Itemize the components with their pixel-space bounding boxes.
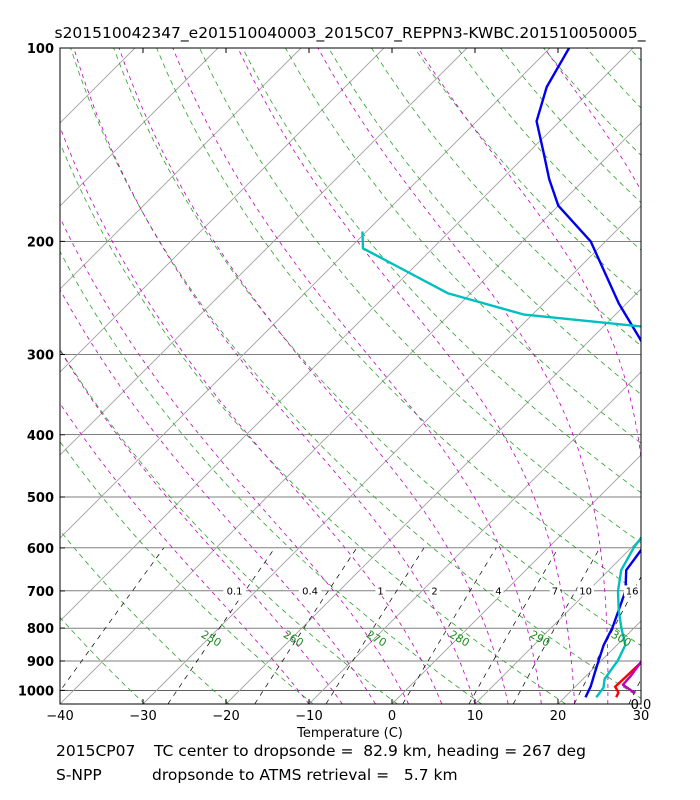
- mixing-ratio-line: [468, 547, 559, 704]
- sounding-profiles: [361, 48, 641, 699]
- y-tick-label: 500: [27, 491, 54, 506]
- plot-frame: [59, 47, 642, 705]
- isotherm-line: [60, 48, 551, 539]
- mixing-ratio-label: 7: [552, 586, 558, 597]
- y-tick-label: 1000: [18, 684, 54, 699]
- mixing-ratio-label: 10: [579, 586, 592, 597]
- distance-heading-text: TC center to dropsonde = 82.9 km, headin…: [154, 742, 586, 760]
- dry-adiabat-line: [60, 616, 146, 704]
- dry-adiabat-line: [285, 48, 641, 444]
- dry-adiabat-line: [70, 48, 641, 699]
- dropsonde-temperature-line: [613, 660, 641, 698]
- mixing-ratio-line: [573, 576, 641, 704]
- isotherm-line: [225, 288, 641, 704]
- mixing-ratio-label-bg: [493, 585, 504, 597]
- x-axis-label: Temperature (C): [296, 726, 403, 741]
- background-lines: [60, 48, 641, 704]
- x-tick-label: −10: [295, 709, 322, 724]
- dry-adiabat-line: [60, 441, 314, 704]
- mixing-ratio-label: 0.1: [227, 586, 243, 597]
- moist-adiabat-line: [237, 48, 575, 704]
- y-tick-label: 300: [27, 348, 54, 363]
- chart-title: s201510042347_e201510040003_2015C07_REPP…: [55, 24, 646, 43]
- isotherm-line: [60, 48, 385, 373]
- y-tick-label: 600: [27, 542, 54, 557]
- mixing-ratio-label-bg: [429, 585, 440, 597]
- mixing-ratio-line: [254, 547, 358, 704]
- dry-adiabat-line: [60, 348, 398, 704]
- mixing-ratio-line: [167, 547, 276, 704]
- mixing-ratio-line: [628, 678, 641, 704]
- y-tick-label: 200: [27, 235, 54, 250]
- dropsonde-dewpoint-line: [535, 48, 641, 698]
- mixing-ratio-label-bg: [549, 585, 561, 597]
- mixing-ratio-line: [512, 547, 601, 704]
- retrieval-distance-text: dropsonde to ATMS retrieval = 5.7 km: [152, 766, 458, 784]
- isotherm-line: [60, 48, 634, 622]
- isotherm-line: [60, 122, 641, 704]
- mixing-ratio-label-bg: [223, 585, 246, 597]
- isotherm-line: [60, 48, 468, 456]
- mixing-ratio-label-bg: [577, 585, 594, 597]
- satellite-name: S-NPP: [56, 766, 102, 784]
- moist-adiabat-line: [60, 402, 310, 704]
- isotherm-line: [60, 48, 302, 290]
- mixing-ratio-label-bg: [375, 585, 386, 597]
- isotherm-line: [308, 371, 641, 704]
- dry-adiabat-line: [371, 48, 641, 347]
- mixing-ratio-label: 0.4: [302, 586, 318, 597]
- isotherm-line: [142, 205, 641, 704]
- moist-adiabat-line: [60, 125, 443, 704]
- x-tick-label: 20: [550, 709, 567, 724]
- dry-adiabat-line: [60, 529, 230, 704]
- x-tick-label: 0: [388, 709, 396, 724]
- mixing-ratio-label-bg: [298, 585, 322, 597]
- moist-adiabat-line: [60, 349, 343, 704]
- mixing-ratio-line: [402, 547, 497, 704]
- y-tick-label: 900: [27, 655, 54, 670]
- x-tick-label: 10: [467, 709, 484, 724]
- atms-dewpoint-line: [361, 231, 641, 699]
- dry-adiabat-line: [60, 250, 482, 704]
- moist-adiabat-line: [60, 216, 409, 704]
- y-tick-label: 700: [27, 585, 54, 600]
- mixing-ratio-label: 4: [495, 586, 501, 597]
- mixing-ratio-label: 16: [626, 586, 639, 597]
- mixing-ratio-label: 1: [377, 586, 383, 597]
- moist-adiabat-line: [118, 48, 509, 704]
- mixing-ratio-line: [60, 547, 165, 692]
- dry-adiabat-line: [199, 48, 641, 544]
- footer-line-2: S-NPP dropsonde to ATMS retrieval = 5.7 k…: [56, 766, 458, 784]
- x-tick-label: −30: [129, 709, 156, 724]
- y-tick-label: 400: [27, 429, 54, 444]
- x-tick-label: −20: [212, 709, 239, 724]
- dry-adiabat-line: [156, 48, 641, 595]
- dry-adiabat-line: [113, 48, 641, 647]
- x-tick-label: −40: [46, 709, 73, 724]
- mixing-ratio-label: 2: [431, 586, 437, 597]
- atms-temperature-line: [621, 659, 641, 695]
- axis-ticks: −40 −30 −20 −10 0 10 20 30100090080070060050040…: [18, 42, 649, 724]
- moist-adiabat-line: [317, 48, 609, 704]
- moist-adiabat-line: [172, 48, 542, 704]
- storm-id: 2015CP07: [56, 742, 136, 760]
- mixing-ratio-line: [325, 547, 425, 704]
- mixing-ratio-label-bg: [623, 585, 641, 597]
- y-tick-label: 800: [27, 622, 54, 637]
- x-tick-label: 30: [633, 709, 650, 724]
- isotherm-line: [60, 48, 219, 207]
- moist-adiabat-line: [73, 48, 476, 704]
- footer-line-1: 2015CP07 TC center to dropsonde = 82.9 km…: [56, 742, 586, 760]
- corner-label: 0.0: [631, 698, 652, 713]
- y-tick-label: 100: [27, 42, 54, 57]
